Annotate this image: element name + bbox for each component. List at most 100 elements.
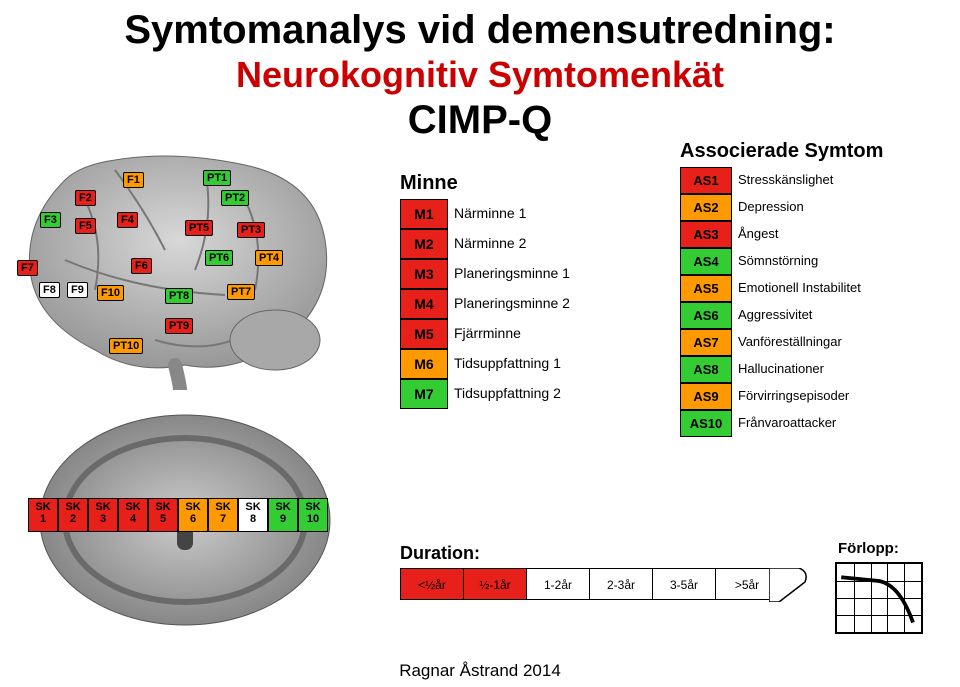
title-line-3: CIMP-Q (0, 98, 960, 143)
minne-label: Fjärrminne (448, 319, 660, 349)
sk-cell-10: SK10 (298, 498, 328, 532)
sk-cell-5: SK5 (148, 498, 178, 532)
minne-row-m5: M5Fjärrminne (400, 319, 660, 349)
brain-tag-f7: F7 (17, 260, 38, 276)
brain-tag-pt8: PT8 (165, 288, 193, 304)
brain-tag-pt9: PT9 (165, 318, 193, 334)
minne-row-m7: M7Tidsuppfattning 2 (400, 379, 660, 409)
assoc-label: Stresskänslighet (732, 167, 945, 194)
minne-header: Minne (400, 172, 660, 195)
duration-cell-1: ½-1år (464, 569, 527, 599)
title-line-1: Symtomanalys vid demensutredning: (0, 8, 960, 53)
minne-code: M2 (400, 229, 448, 259)
minne-row-m6: M6Tidsuppfattning 1 (400, 349, 660, 379)
minne-label: Tidsuppfattning 2 (448, 379, 660, 409)
sk-cell-4: SK4 (118, 498, 148, 532)
duration-panel: Duration: <½år½-1år1-2år2-3år3-5år>5år (400, 543, 780, 600)
brain-tag-f8: F8 (39, 282, 60, 298)
assoc-label: Depression (732, 194, 945, 221)
assoc-label: Hallucinationer (732, 356, 945, 383)
assoc-row-as3: AS3Ångest (680, 221, 945, 248)
assoc-label: Förvirringsepisoder (732, 383, 945, 410)
assoc-code: AS9 (680, 383, 732, 410)
duration-cell-0: <½år (401, 569, 464, 599)
sk-cell-2: SK2 (58, 498, 88, 532)
assoc-code: AS7 (680, 329, 732, 356)
assoc-label: Aggressivitet (732, 302, 945, 329)
assoc-label: Emotionell Instabilitet (732, 275, 945, 302)
assoc-code: AS8 (680, 356, 732, 383)
forlopp-panel (835, 540, 930, 634)
minne-code: M5 (400, 319, 448, 349)
minne-row-m4: M4Planeringsminne 2 (400, 289, 660, 319)
assoc-label: Sömnstörning (732, 248, 945, 275)
assoc-code: AS2 (680, 194, 732, 221)
title-line-2: Neurokognitiv Symtomenkät (0, 54, 960, 96)
brain-tag-f2: F2 (75, 190, 96, 206)
forlopp-curve-icon (837, 564, 921, 632)
sk-row: SK1SK2SK3SK4SK5SK6SK7SK8SK9SK10 (28, 498, 328, 532)
assoc-label: Frånvaroattacker (732, 410, 945, 437)
sk-cell-9: SK9 (268, 498, 298, 532)
assoc-row-as4: AS4Sömnstörning (680, 248, 945, 275)
brain-tag-pt6: PT6 (205, 250, 233, 266)
brain-tag-pt1: PT1 (203, 170, 231, 186)
brain-tag-f3: F3 (40, 212, 61, 228)
brain-tag-f10: F10 (97, 285, 124, 301)
assoc-header: Associerade Symtom (680, 140, 945, 163)
duration-cell-3: 2-3år (590, 569, 653, 599)
brain-tag-f9: F9 (67, 282, 88, 298)
assoc-row-as2: AS2Depression (680, 194, 945, 221)
footer-text: Ragnar Åstrand 2014 (0, 661, 960, 681)
assoc-label: Ångest (732, 221, 945, 248)
assoc-row-as8: AS8Hallucinationer (680, 356, 945, 383)
sk-cell-3: SK3 (88, 498, 118, 532)
assoc-label: Vanföreställningar (732, 329, 945, 356)
assoc-row-as9: AS9Förvirringsepisoder (680, 383, 945, 410)
minne-label: Närminne 1 (448, 199, 660, 229)
assoc-code: AS5 (680, 275, 732, 302)
minne-row-m1: M1Närminne 1 (400, 199, 660, 229)
sk-cell-8: SK8 (238, 498, 268, 532)
assoc-row-as6: AS6Aggressivitet (680, 302, 945, 329)
forlopp-grid (835, 562, 923, 634)
assoc-row-as10: AS10Frånvaroattacker (680, 410, 945, 437)
brain-tag-pt10: PT10 (109, 338, 143, 354)
assoc-code: AS6 (680, 302, 732, 329)
assoc-code: AS1 (680, 167, 732, 194)
minne-code: M3 (400, 259, 448, 289)
brain-tag-pt3: PT3 (237, 222, 265, 238)
minne-row-m3: M3Planeringsminne 1 (400, 259, 660, 289)
minne-code: M1 (400, 199, 448, 229)
brain-tag-f4: F4 (117, 212, 138, 228)
brain-tag-f6: F6 (131, 258, 152, 274)
assoc-panel: Associerade Symtom AS1StresskänslighetAS… (680, 140, 945, 437)
duration-cell-2: 1-2år (527, 569, 590, 599)
assoc-code: AS4 (680, 248, 732, 275)
duration-header: Duration: (400, 543, 780, 564)
brain-tag-pt5: PT5 (185, 220, 213, 236)
duration-tail-icon (769, 568, 809, 602)
minne-label: Närminne 2 (448, 229, 660, 259)
assoc-row-as5: AS5Emotionell Instabilitet (680, 275, 945, 302)
brain-lateral-svg (5, 140, 355, 390)
brain-tag-f1: F1 (123, 172, 144, 188)
brain-tag-pt7: PT7 (227, 284, 255, 300)
duration-cell-4: 3-5år (653, 569, 716, 599)
assoc-row-as1: AS1Stresskänslighet (680, 167, 945, 194)
sk-cell-1: SK1 (28, 498, 58, 532)
minne-panel: Minne M1Närminne 1M2Närminne 2M3Planerin… (400, 172, 660, 409)
minne-row-m2: M2Närminne 2 (400, 229, 660, 259)
minne-code: M4 (400, 289, 448, 319)
brain-lateral-diagram: F1 F2 F3 F4 F5 F6 F7F8 F9 F10 PT1 PT2 PT3 PT4 PT5 PT6 P… (5, 140, 355, 390)
brain-tag-pt2: PT2 (221, 190, 249, 206)
sk-cell-6: SK6 (178, 498, 208, 532)
minne-label: Tidsuppfattning 1 (448, 349, 660, 379)
brain-tag-pt4: PT4 (255, 250, 283, 266)
brain-tag-f5: F5 (75, 218, 96, 234)
minne-code: M7 (400, 379, 448, 409)
assoc-code: AS3 (680, 221, 732, 248)
minne-label: Planeringsminne 1 (448, 259, 660, 289)
minne-code: M6 (400, 349, 448, 379)
minne-label: Planeringsminne 2 (448, 289, 660, 319)
